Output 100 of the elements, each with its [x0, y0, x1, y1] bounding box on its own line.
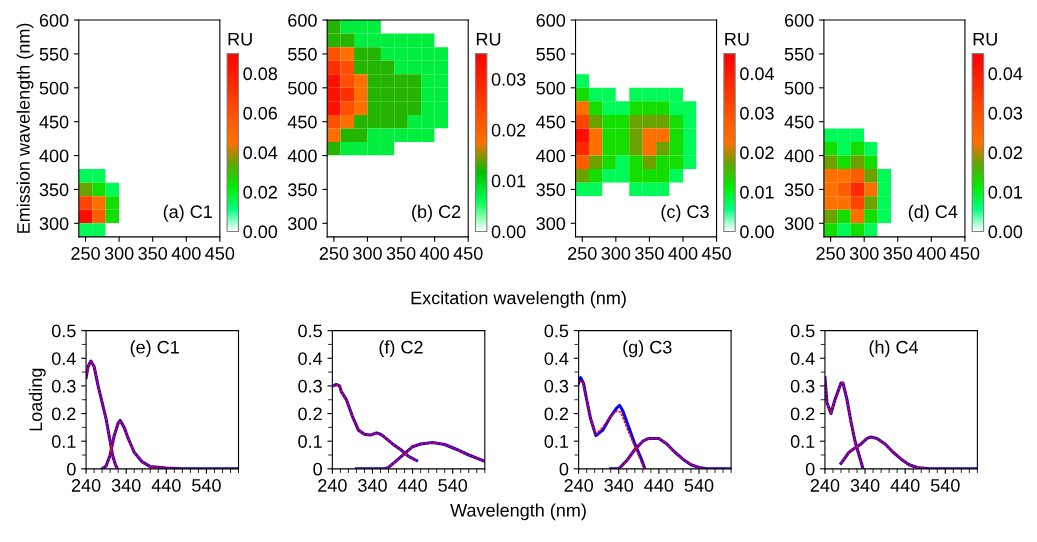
y-tick-label: 0.4 [51, 352, 76, 365]
y-tick-label: 0.4 [298, 352, 323, 365]
y-tick-label: 0.5 [790, 324, 815, 338]
annotation: (h) C4 [869, 340, 919, 358]
y-tick-label: 0.2 [544, 407, 569, 421]
y-tick-label: 0.1 [298, 435, 322, 448]
color-bar-title: RU [476, 32, 501, 46]
x-tick-label: 400 [171, 247, 201, 260]
y-tick-label: 350 [288, 183, 317, 197]
y-tick-label: 400 [784, 149, 814, 163]
color-bar-label: 0.00 [243, 225, 278, 239]
color-bar-label: 0.03 [491, 72, 526, 86]
x-tick-label: 400 [668, 247, 698, 260]
y-tick-label: 0.5 [298, 324, 322, 338]
annotation: (b) C2 [412, 204, 461, 222]
y-tick-label: 550 [39, 47, 69, 61]
color-bar-label: 0.01 [491, 174, 526, 188]
y-tick-label: 0.3 [544, 379, 569, 393]
color-bar-label: 0.06 [243, 106, 278, 120]
y-tick-label: 0.3 [298, 379, 322, 393]
color-bar-label: 0.02 [243, 185, 277, 199]
x-tick-label: 440 [151, 479, 181, 492]
y-tick-label: 0 [805, 462, 815, 476]
y-tick-label: 400 [287, 149, 317, 163]
color-bar-label: 0.08 [243, 67, 278, 81]
y-tick-label: 0 [313, 462, 322, 476]
y-tick-label: 0.3 [51, 379, 76, 393]
x-tick-label: 400 [419, 247, 449, 260]
annotation: (g) C3 [623, 340, 672, 358]
x-tick-label: 300 [601, 247, 631, 260]
y-tick-label: 450 [784, 115, 814, 129]
y-tick-label: 600 [536, 13, 566, 27]
y-tick-label: 500 [39, 81, 69, 95]
color-bar-label: 0.01 [740, 185, 774, 199]
color-bar-label: 0.02 [988, 146, 1022, 160]
y-tick-label: 600 [784, 13, 814, 27]
y-tick-label: 550 [784, 47, 814, 61]
x-tick-label: 340 [111, 479, 141, 492]
x-tick-label: 250 [319, 247, 349, 260]
x-tick-label: 250 [568, 247, 597, 260]
annotation: (a) C1 [163, 204, 212, 222]
annotation: (c) C3 [661, 204, 709, 222]
x-tick-label: 300 [104, 247, 134, 260]
x-tick-label: 350 [635, 247, 664, 260]
color-bar-label: 0.02 [491, 123, 526, 137]
x-tick-label: 250 [816, 247, 845, 260]
color-bar-label: 0.00 [988, 225, 1023, 239]
y-axis-title: Loading [28, 368, 46, 431]
x-tick-label: 240 [564, 479, 593, 492]
color-bar-label: 0.00 [740, 225, 774, 239]
y-tick-label: 450 [536, 115, 566, 129]
x-tick-label: 240 [71, 479, 101, 492]
x-tick-label: 350 [883, 247, 913, 260]
x-tick-label: 450 [701, 247, 731, 260]
y-axis-title: Emission wavelength (nm) [16, 23, 34, 233]
x-tick-label: 340 [358, 479, 387, 492]
y-tick-label: 450 [287, 115, 317, 129]
y-tick-label: 0.2 [790, 407, 815, 421]
y-tick-label: 0.4 [544, 352, 569, 365]
color-bar-label: 0.04 [740, 67, 775, 81]
y-tick-label: 0.1 [544, 435, 569, 448]
color-bar-label: 0.04 [243, 146, 278, 160]
x-tick-label: 350 [386, 247, 416, 260]
x-axis-title: Excitation wavelength (nm) [411, 291, 626, 308]
y-tick-label: 0.5 [51, 324, 76, 338]
y-tick-label: 350 [536, 183, 566, 197]
x-tick-label: 450 [205, 247, 235, 260]
color-bar-title: RU [228, 32, 252, 46]
y-tick-label: 0.1 [51, 435, 76, 448]
x-tick-label: 440 [644, 479, 674, 492]
color-bar-title: RU [973, 32, 997, 46]
x-tick-label: 540 [930, 479, 960, 492]
x-tick-label: 450 [950, 247, 980, 260]
y-tick-label: 0 [559, 462, 569, 476]
color-bar-label: 0.00 [491, 225, 526, 239]
color-bar-title: RU [725, 32, 749, 46]
x-tick-label: 540 [438, 479, 468, 492]
color-bar-label: 0.04 [988, 67, 1023, 81]
y-tick-label: 500 [536, 81, 566, 95]
x-tick-label: 240 [810, 479, 840, 492]
x-tick-label: 540 [684, 479, 714, 492]
y-tick-label: 0.4 [790, 352, 815, 365]
x-tick-label: 540 [192, 479, 221, 492]
y-tick-label: 550 [288, 47, 317, 61]
color-bar-label: 0.02 [740, 146, 774, 160]
x-axis-title: Wavelength (nm) [450, 503, 586, 521]
y-tick-label: 400 [39, 149, 69, 163]
x-tick-label: 440 [397, 479, 427, 492]
y-tick-label: 300 [288, 217, 317, 231]
y-tick-label: 0.2 [298, 407, 322, 421]
x-tick-label: 400 [916, 247, 946, 260]
y-tick-label: 0.2 [51, 407, 76, 421]
x-tick-label: 340 [850, 479, 880, 492]
color-bar-label: 0.01 [988, 185, 1023, 199]
y-tick-label: 300 [536, 217, 566, 231]
y-tick-label: 450 [39, 115, 69, 129]
y-tick-label: 0.3 [790, 379, 815, 393]
y-tick-label: 500 [288, 81, 317, 95]
x-tick-label: 240 [318, 479, 347, 492]
y-tick-label: 300 [39, 217, 69, 231]
